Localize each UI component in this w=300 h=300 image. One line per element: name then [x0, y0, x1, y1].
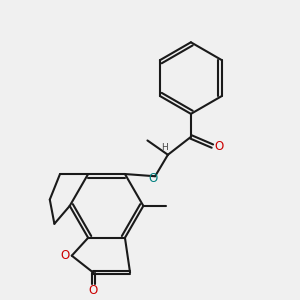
Text: O: O [88, 284, 98, 297]
Text: H: H [160, 143, 167, 152]
Text: O: O [61, 249, 70, 262]
Text: O: O [214, 140, 224, 153]
Text: O: O [148, 172, 157, 185]
